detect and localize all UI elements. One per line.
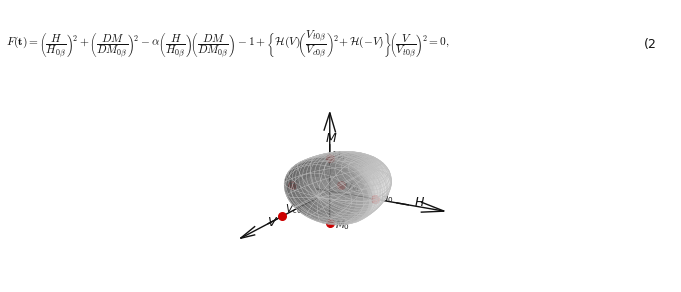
Text: $F(\mathbf{t}) = \left(\dfrac{H}{H_{0\beta}}\right)^{\!2} + \left(\dfrac{DM}{DM_: $F(\mathbf{t}) = \left(\dfrac{H}{H_{0\be… bbox=[6, 28, 450, 60]
Text: $(2$: $(2$ bbox=[643, 36, 656, 51]
